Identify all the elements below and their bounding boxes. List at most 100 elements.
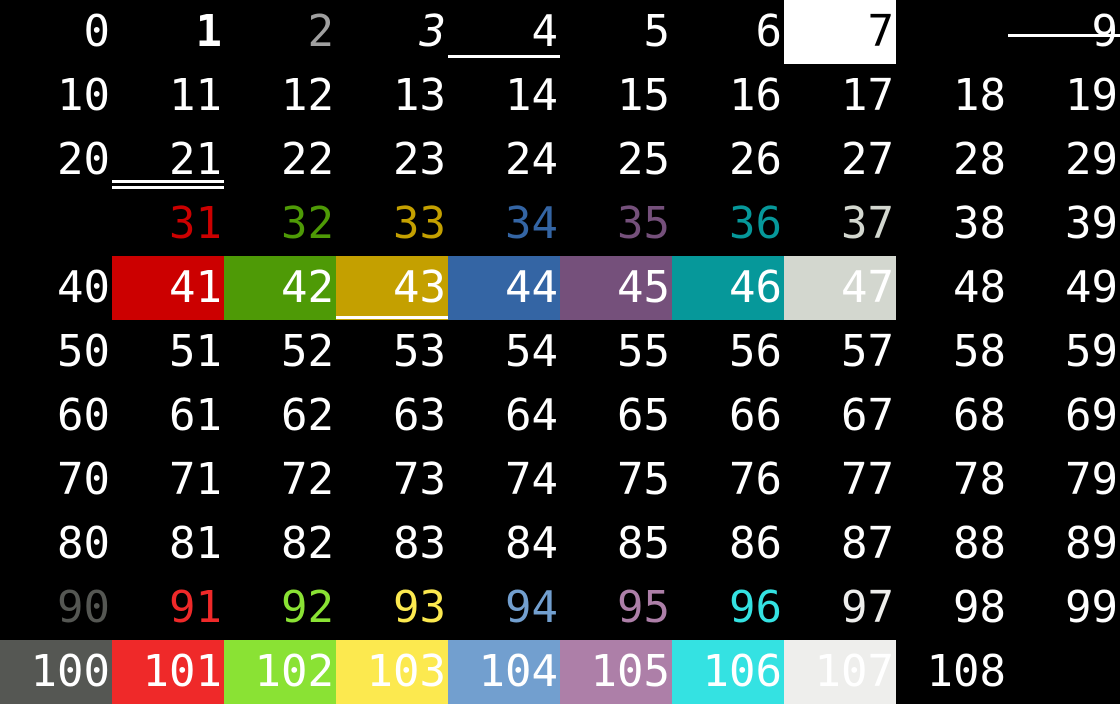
sgr-cell: 61 xyxy=(169,390,222,441)
sgr-cell: 11 xyxy=(169,70,222,121)
sgr-cell: 26 xyxy=(729,134,782,185)
sgr-cell: 22 xyxy=(281,134,334,185)
sgr-cell: 100 xyxy=(0,640,112,704)
sgr-cell: 47 xyxy=(784,256,896,320)
sgr-cell xyxy=(1008,640,1120,704)
sgr-cell: 62 xyxy=(281,390,334,441)
sgr-cell: 104 xyxy=(448,640,560,704)
sgr-cell: 10 xyxy=(57,70,110,121)
sgr-cell: 13 xyxy=(393,70,446,121)
sgr-cell: 106 xyxy=(672,640,784,704)
sgr-cell: 57 xyxy=(841,326,894,377)
sgr-cell: 54 xyxy=(505,326,558,377)
sgr-cell: 29 xyxy=(1065,134,1118,185)
sgr-cell: 42 xyxy=(224,256,336,320)
sgr-cell: 81 xyxy=(169,518,222,569)
sgr-cell: 76 xyxy=(729,454,782,505)
sgr-cell: 32 xyxy=(281,198,334,249)
sgr-cell: 36 xyxy=(729,198,782,249)
sgr-cell: 64 xyxy=(505,390,558,441)
text-decoration xyxy=(336,316,448,319)
sgr-cell: 91 xyxy=(169,582,222,633)
sgr-cell: 79 xyxy=(1065,454,1118,505)
sgr-cell: 5 xyxy=(643,6,671,57)
sgr-cell: 41 xyxy=(112,256,224,320)
sgr-cell: 45 xyxy=(560,256,672,320)
sgr-cell: 9 xyxy=(1008,0,1120,64)
sgr-cell: 3 xyxy=(419,6,447,57)
sgr-cell: 15 xyxy=(617,70,670,121)
sgr-cell: 48 xyxy=(953,262,1006,313)
sgr-cell: 75 xyxy=(617,454,670,505)
sgr-cell: 71 xyxy=(169,454,222,505)
sgr-cell: 74 xyxy=(505,454,558,505)
sgr-cell: 46 xyxy=(672,256,784,320)
sgr-cell: 44 xyxy=(448,256,560,320)
sgr-cell: 107 xyxy=(784,640,896,704)
sgr-cell: 80 xyxy=(57,518,110,569)
sgr-cell: 102 xyxy=(224,640,336,704)
sgr-cell: 85 xyxy=(617,518,670,569)
sgr-cell: 97 xyxy=(841,582,894,633)
sgr-cell: 35 xyxy=(617,198,670,249)
sgr-cell: 20 xyxy=(57,134,110,185)
sgr-cell: 68 xyxy=(953,390,1006,441)
sgr-cell: 33 xyxy=(393,198,446,249)
sgr-cell: 7 xyxy=(784,0,896,64)
sgr-cell: 70 xyxy=(57,454,110,505)
sgr-cell: 84 xyxy=(505,518,558,569)
sgr-cell: 50 xyxy=(57,326,110,377)
sgr-cell: 92 xyxy=(281,582,334,633)
sgr-cell: 25 xyxy=(617,134,670,185)
sgr-cell: 96 xyxy=(729,582,782,633)
sgr-cell xyxy=(0,192,112,256)
sgr-cell: 4 xyxy=(448,0,560,64)
sgr-cell: 27 xyxy=(841,134,894,185)
text-decoration xyxy=(1008,34,1120,37)
sgr-cell: 90 xyxy=(57,582,110,633)
sgr-cell: 83 xyxy=(393,518,446,569)
sgr-cell: 95 xyxy=(617,582,670,633)
sgr-cell: 2 xyxy=(307,6,335,57)
sgr-cell: 63 xyxy=(393,390,446,441)
sgr-cell: 59 xyxy=(1065,326,1118,377)
sgr-cell: 103 xyxy=(336,640,448,704)
sgr-cell: 55 xyxy=(617,326,670,377)
sgr-cell: 87 xyxy=(841,518,894,569)
text-decoration xyxy=(448,55,560,58)
sgr-cell: 108 xyxy=(926,646,1006,697)
sgr-cell: 18 xyxy=(953,70,1006,121)
sgr-cell: 43 xyxy=(336,256,448,320)
sgr-cell: 69 xyxy=(1065,390,1118,441)
sgr-cell xyxy=(896,0,1008,64)
sgr-cell: 105 xyxy=(560,640,672,704)
sgr-cell: 66 xyxy=(729,390,782,441)
sgr-cell: 72 xyxy=(281,454,334,505)
sgr-cell: 94 xyxy=(505,582,558,633)
sgr-cell: 78 xyxy=(953,454,1006,505)
sgr-cell: 67 xyxy=(841,390,894,441)
sgr-cell: 53 xyxy=(393,326,446,377)
sgr-cell: 86 xyxy=(729,518,782,569)
sgr-cell: 58 xyxy=(953,326,1006,377)
sgr-cell: 37 xyxy=(841,198,894,249)
sgr-cell: 77 xyxy=(841,454,894,505)
sgr-cell: 31 xyxy=(169,198,222,249)
sgr-cell: 14 xyxy=(505,70,558,121)
sgr-cell: 40 xyxy=(57,262,110,313)
text-decoration xyxy=(112,180,224,183)
sgr-cell: 39 xyxy=(1065,198,1118,249)
sgr-cell: 1 xyxy=(195,6,223,57)
sgr-cell: 34 xyxy=(505,198,558,249)
sgr-cell: 51 xyxy=(169,326,222,377)
sgr-cell: 21 xyxy=(112,128,224,192)
sgr-cell: 52 xyxy=(281,326,334,377)
sgr-cell: 88 xyxy=(953,518,1006,569)
sgr-cell: 28 xyxy=(953,134,1006,185)
sgr-cell: 16 xyxy=(729,70,782,121)
sgr-cell: 24 xyxy=(505,134,558,185)
sgr-cell: 73 xyxy=(393,454,446,505)
sgr-cell: 98 xyxy=(953,582,1006,633)
sgr-cell: 0 xyxy=(83,6,111,57)
